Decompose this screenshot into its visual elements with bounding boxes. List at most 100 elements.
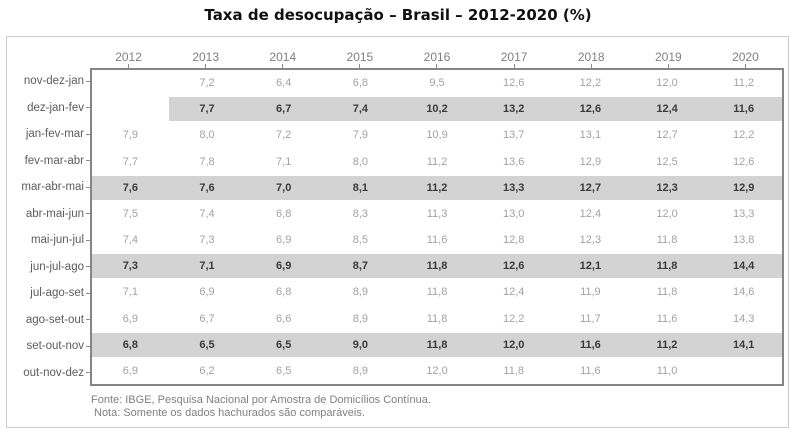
- row-label-text: jul-ago-set: [30, 287, 84, 300]
- row-tick-mark: [86, 266, 90, 268]
- column-tick-mark: [205, 64, 207, 68]
- table-row-jun-jul-ago: 7,3 7,1 6,9 8,7 11,8 12,6 12,1 11,8 14,4: [92, 253, 782, 279]
- column-header-2015: 2015: [321, 46, 398, 68]
- table-cell-ago-set-out-2016: 11,8: [426, 312, 448, 325]
- column-tick-mark: [282, 64, 284, 68]
- table-cell-jan-fev-mar-2018: 13,1: [579, 129, 602, 142]
- highlight-band: [92, 332, 782, 357]
- chart-frame: 2012 2013 2014 2015 2016 2017 2018 2019 2020 nov…: [6, 36, 789, 428]
- table-cell-dez-jan-fev-2019: 12,4: [656, 103, 678, 116]
- table-cell-ago-set-out-2018: 11,7: [580, 312, 601, 325]
- table-cell-nov-dez-jan-2013: 7,2: [199, 77, 215, 90]
- column-header-2020: 2020: [707, 46, 784, 68]
- table-cell-nov-dez-jan-2012: [92, 70, 169, 96]
- column-tick-mark: [590, 64, 592, 68]
- table-cell-set-out-nov-2012: 6,8: [122, 338, 138, 351]
- column-header-label: 2014: [269, 50, 297, 64]
- source-note: Fonte: IBGE, Pesquisa Nacional por Amost…: [91, 394, 431, 406]
- table-cell-nov-dez-jan-2016: 9,5: [429, 77, 445, 90]
- table-cell-dez-jan-fev-2015: 7,4: [352, 103, 368, 116]
- table-row-ago-set-out: 6,9 6,7 6,6 8,9 11,8 12,2 11,7 11,6 14,3: [92, 306, 782, 332]
- row-label-fev-mar-abr: fev-mar-abr: [7, 148, 90, 175]
- table-cell-set-out-nov-2019: 11,2: [656, 338, 678, 351]
- row-tick-mark: [86, 186, 90, 188]
- column-header-2019: 2019: [630, 46, 707, 68]
- row-label-abr-mai-jun: abr-mai-jun: [7, 201, 90, 228]
- row-label-mai-jun-jul: mai-jun-jul: [7, 227, 90, 254]
- table-cell-mai-jun-jul-2020: 13,8: [733, 234, 755, 247]
- table-cell-nov-dez-jan-2014: 6,4: [276, 77, 292, 90]
- row-tick-mark: [86, 292, 90, 294]
- column-header-2018: 2018: [553, 46, 630, 68]
- table-cell-fev-mar-abr-2015: 8,0: [352, 155, 368, 168]
- table-cell-dez-jan-fev-2013: 7,7: [199, 103, 215, 116]
- table-cell-jun-jul-ago-2019: 11,8: [656, 260, 678, 273]
- table-cell-jan-fev-mar-2012: 7,9: [122, 129, 138, 142]
- table-cell-jul-ago-set-2015: 8,9: [352, 286, 368, 299]
- table-cell-mai-jun-jul-2013: 7,3: [199, 234, 215, 247]
- table-cell-jan-fev-mar-2013: 8,0: [199, 129, 215, 142]
- table-cell-mai-jun-jul-2012: 7,4: [122, 234, 138, 247]
- table-cell-fev-mar-abr-2014: 7,1: [276, 155, 292, 168]
- highlight-band: [92, 175, 782, 200]
- table-cell-mar-abr-mai-2020: 12,9: [733, 181, 755, 194]
- table-cell-jun-jul-ago-2012: 7,3: [122, 260, 138, 273]
- table-cell-fev-mar-abr-2013: 7,8: [199, 155, 215, 168]
- row-labels: nov-dez-jan dez-jan-fev jan-fev-mar fev-mar…: [7, 68, 90, 386]
- table-cell-ago-set-out-2020: 14,3: [733, 312, 755, 325]
- table-row-out-nov-dez: 6,9 6,2 6,5 8,9 12,0 11,8 11,6 11,0: [92, 358, 782, 384]
- row-label-text: dez-jan-fev: [27, 101, 84, 114]
- row-label-text: out-nov-dez: [23, 366, 84, 379]
- column-header-2012: 2012: [90, 46, 167, 68]
- column-header-label: 2020: [732, 50, 759, 64]
- footer-notes: Fonte: IBGE, Pesquisa Nacional por Amost…: [91, 394, 431, 420]
- table-cell-mar-abr-mai-2015: 8,1: [352, 181, 368, 194]
- table-cell-ago-set-out-2019: 11,6: [656, 312, 678, 325]
- page-title: Taxa de desocupação – Brasil – 2012-2020…: [204, 6, 592, 24]
- row-label-ago-set-out: ago-set-out: [7, 307, 90, 334]
- table-cell-jul-ago-set-2013: 6,9: [199, 286, 215, 299]
- column-header-label: 2019: [654, 50, 682, 64]
- column-header-label: 2016: [423, 50, 451, 64]
- table-cell-ago-set-out-2014: 6,6: [276, 312, 292, 325]
- table-cell-set-out-nov-2013: 6,5: [199, 338, 215, 351]
- column-tick-mark: [667, 64, 669, 68]
- table-cell-fev-mar-abr-2012: 7,7: [122, 155, 138, 168]
- row-label-text: mai-jun-jul: [30, 234, 84, 247]
- table-cell-out-nov-dez-2017: 11,8: [503, 364, 524, 377]
- row-tick-mark: [86, 133, 90, 135]
- table-cell-fev-mar-abr-2019: 12,5: [656, 155, 678, 168]
- table-row-jul-ago-set: 7,1 6,9 6,8 8,9 11,8 12,4 11,9 11,8 14,6: [92, 279, 782, 305]
- table-cell-dez-jan-fev-2020: 11,6: [733, 103, 755, 116]
- table-cell-nov-dez-jan-2015: 6,8: [352, 77, 368, 90]
- row-label-jan-fev-mar: jan-fev-mar: [7, 121, 90, 148]
- table-cell-mar-abr-mai-2013: 7,6: [199, 181, 215, 194]
- row-tick-mark: [86, 107, 90, 109]
- table-cell-set-out-nov-2018: 11,6: [579, 338, 601, 351]
- table-cell-mar-abr-mai-2019: 12,3: [656, 181, 678, 194]
- column-header-2014: 2014: [244, 46, 321, 68]
- table-cell-ago-set-out-2017: 12,2: [502, 312, 525, 325]
- row-label-text: fev-mar-abr: [24, 154, 84, 167]
- table-cell-jul-ago-set-2012: 7,1: [122, 286, 138, 299]
- table-cell-mai-jun-jul-2017: 12,8: [502, 234, 525, 247]
- highlight-band: [168, 97, 782, 122]
- table-cell-set-out-nov-2020: 14,1: [733, 338, 755, 351]
- column-header-label: 2015: [346, 50, 374, 64]
- row-label-jul-ago-set: jul-ago-set: [7, 280, 90, 307]
- row-label-text: jun-jul-ago: [30, 260, 84, 273]
- table-cell-out-nov-dez-2016: 12,0: [426, 364, 448, 377]
- table-cell-mar-abr-mai-2012: 7,6: [122, 181, 138, 194]
- column-tick-mark: [744, 64, 746, 68]
- table-row-mai-jun-jul: 7,4 7,3 6,9 8,5 11,6 12,8 12,3 11,8 13,8: [92, 227, 782, 253]
- table-cell-mai-jun-jul-2014: 6,9: [276, 234, 292, 247]
- table-cell-jun-jul-ago-2020: 14,4: [733, 260, 755, 273]
- row-label-text: mar-abr-mai: [21, 181, 84, 194]
- table-cell-abr-mai-jun-2016: 11,3: [426, 207, 448, 220]
- table-row-jan-fev-mar: 7,9 8,0 7,2 7,9 10,9 13,7 13,1 12,7 12,2: [92, 122, 782, 148]
- table-cell-jul-ago-set-2020: 14,6: [733, 286, 755, 299]
- table-cell-dez-jan-fev-2012: [92, 96, 169, 122]
- column-header-2013: 2013: [167, 46, 244, 68]
- table-cell-abr-mai-jun-2017: 13,0: [502, 207, 525, 220]
- table-cell-jun-jul-ago-2014: 6,9: [276, 260, 292, 273]
